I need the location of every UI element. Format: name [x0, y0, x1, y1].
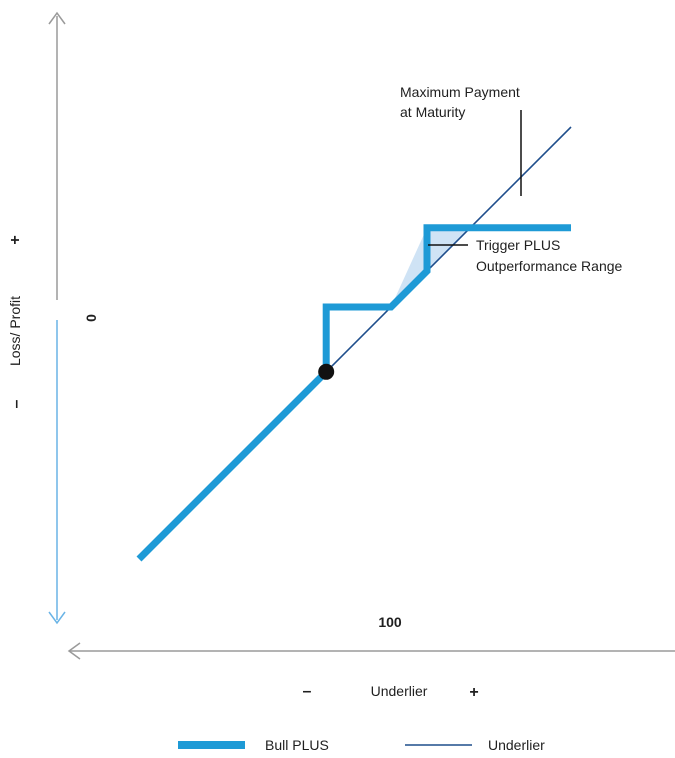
y-axis-arrow-down	[48, 611, 66, 625]
series-line-bull-plus	[136, 224, 571, 562]
legend-label-bull-plus: Bull PLUS	[265, 737, 329, 753]
y-minus-sign: –	[8, 399, 25, 408]
max-payment-label-line2: at Maturity	[400, 104, 465, 120]
trigger-label-line1: Trigger PLUS	[476, 237, 560, 253]
series-layer	[136, 126, 572, 562]
series-line-underlier	[325, 126, 572, 373]
trigger-label-line2: Outperformance Range	[476, 258, 623, 274]
y-axis-label: Loss/ Profit	[7, 296, 23, 366]
legend-label-underlier: Underlier	[488, 737, 545, 753]
legend: Bull PLUS Underlier	[178, 737, 545, 753]
x-tick-100: 100	[378, 614, 402, 630]
y-plus-sign: +	[7, 235, 24, 244]
x-plus-sign: +	[469, 684, 478, 701]
x-minus-sign: –	[303, 683, 312, 700]
y-axis-arrow-up	[48, 11, 66, 25]
max-payment-label-line1: Maximum Payment	[400, 84, 520, 100]
start-point-marker	[318, 363, 335, 380]
y-tick-zero: 0	[83, 314, 99, 322]
x-axis-arrow-left	[67, 642, 81, 660]
x-axis-label: Underlier	[371, 683, 428, 699]
